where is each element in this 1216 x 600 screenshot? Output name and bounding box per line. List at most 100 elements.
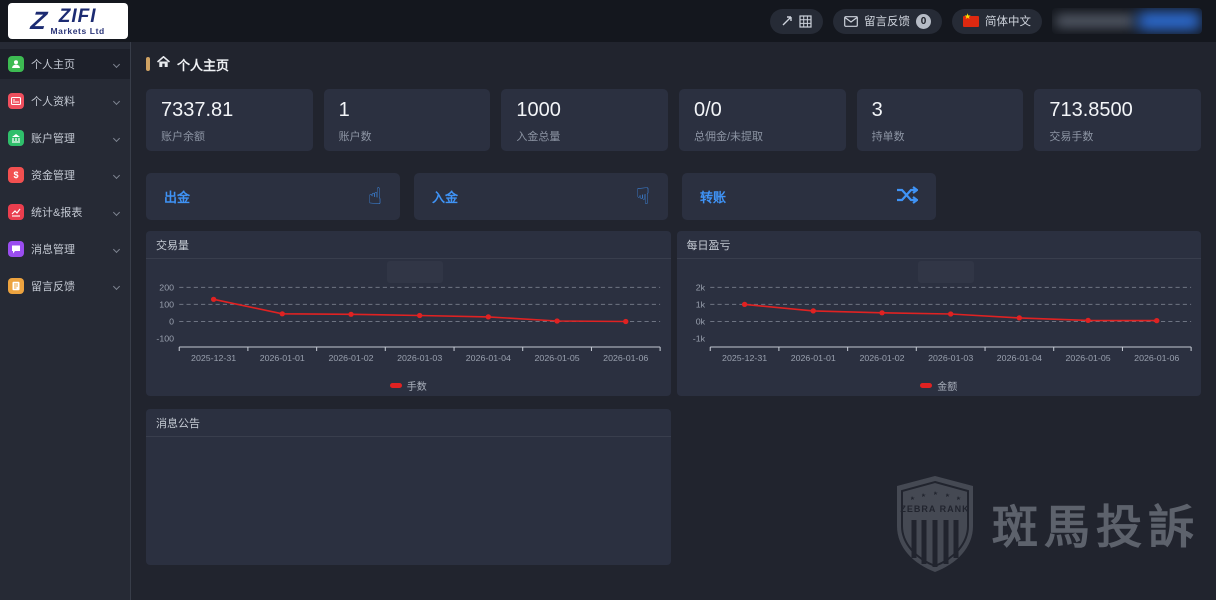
pnl-chart-legend[interactable]: 金额 bbox=[677, 375, 1202, 395]
actions-row: 出金 ☝ 入金 ☟ 转账 bbox=[146, 173, 936, 220]
zebra-rank-shield-icon: ZEBRA RANK bbox=[897, 476, 973, 572]
announcements-panel: 消息公告 bbox=[146, 409, 671, 565]
chevron-down-icon bbox=[112, 171, 121, 179]
svg-text:2k: 2k bbox=[695, 283, 705, 293]
stat-label: 交易手数 bbox=[1049, 131, 1094, 143]
stat-card-positions: 3 持单数 bbox=[856, 89, 1024, 151]
grid-icon[interactable] bbox=[799, 14, 812, 28]
volume-chart-legend[interactable]: 手数 bbox=[146, 375, 671, 395]
svg-text:2026-01-03: 2026-01-03 bbox=[397, 353, 442, 363]
home-icon bbox=[156, 55, 171, 73]
stat-value: 3 bbox=[871, 99, 883, 121]
pnl-chart[interactable]: 2k 1k 0k -1k 2025-12-31 2026-01-01 2026-01-02 2… bbox=[677, 259, 1202, 375]
sidebar-item-profile[interactable]: 个人资料 bbox=[0, 86, 130, 116]
pnl-chart-title: 每日盈亏 bbox=[676, 231, 1201, 259]
user-account[interactable] bbox=[1052, 8, 1202, 34]
stat-value: 1 bbox=[338, 99, 350, 121]
sidebar-item-label: 个人资料 bbox=[31, 96, 75, 108]
brand-logo[interactable]: Z ZIFI Markets Ltd bbox=[8, 3, 128, 39]
language-label: 简体中文 bbox=[985, 16, 1031, 28]
id-card-icon bbox=[8, 93, 24, 109]
watermark: ZEBRA RANK 斑馬投訴 bbox=[892, 474, 1200, 574]
envelope-icon bbox=[844, 15, 858, 27]
svg-text:2026-01-01: 2026-01-01 bbox=[260, 353, 305, 363]
withdraw-button[interactable]: 出金 ☝ bbox=[146, 173, 400, 220]
stat-label: 入金总量 bbox=[516, 131, 561, 143]
hand-up-icon: ☝ bbox=[367, 183, 382, 209]
sidebar-item-home[interactable]: 个人主页 bbox=[0, 49, 130, 79]
svg-text:2026-01-04: 2026-01-04 bbox=[996, 353, 1041, 363]
svg-text:2026-01-01: 2026-01-01 bbox=[790, 353, 835, 363]
quick-tools[interactable] bbox=[770, 8, 823, 34]
fullscreen-icon[interactable] bbox=[781, 15, 793, 27]
hand-down-icon: ☟ bbox=[635, 183, 650, 209]
sidebar-item-label: 资金管理 bbox=[31, 170, 75, 182]
note-icon bbox=[8, 278, 24, 294]
chevron-down-icon bbox=[112, 208, 121, 216]
sidebar-item-messages[interactable]: 消息管理 bbox=[0, 234, 130, 264]
chevron-down-icon bbox=[112, 282, 121, 290]
tooltip-ghost bbox=[918, 261, 974, 283]
svg-text:200: 200 bbox=[159, 283, 174, 293]
svg-text:2026-01-02: 2026-01-02 bbox=[328, 353, 373, 363]
svg-text:2026-01-04: 2026-01-04 bbox=[466, 353, 511, 363]
dollar-icon: $ bbox=[8, 167, 24, 183]
user-icon bbox=[8, 56, 24, 72]
deposit-label: 入金 bbox=[432, 190, 459, 205]
feedback-shortcut[interactable]: 留言反馈 0 bbox=[833, 8, 942, 34]
accent-bar bbox=[146, 57, 150, 71]
sidebar-item-feedback[interactable]: 留言反馈 bbox=[0, 271, 130, 301]
stat-value: 1000 bbox=[516, 99, 561, 121]
sidebar-item-label: 统计&报表 bbox=[31, 207, 83, 219]
brand-name: ZIFI bbox=[58, 5, 97, 27]
announcements-title: 消息公告 bbox=[146, 409, 671, 437]
shuffle-icon bbox=[896, 185, 919, 208]
stat-card-lots: 713.8500 交易手数 bbox=[1034, 89, 1201, 151]
topbar: Z ZIFI Markets Ltd 留言反馈 0 ★ 简体中文 bbox=[0, 0, 1216, 42]
svg-text:2026-01-02: 2026-01-02 bbox=[859, 353, 904, 363]
svg-text:2026-01-06: 2026-01-06 bbox=[603, 353, 648, 363]
brand-subtitle: Markets Ltd bbox=[50, 25, 105, 36]
stat-value: 0/0 bbox=[694, 99, 722, 121]
sidebar-item-label: 消息管理 bbox=[31, 244, 75, 256]
user-avatar-redacted bbox=[1138, 12, 1200, 30]
legend-marker-icon bbox=[920, 382, 933, 388]
pnl-chart-panel: 每日盈亏 2k 1k 0k -1k 2025-12-31 2026-01-01 2026-0… bbox=[676, 231, 1202, 396]
svg-text:2026-01-05: 2026-01-05 bbox=[535, 353, 580, 363]
legend-label: 金额 bbox=[937, 381, 958, 393]
deposit-button[interactable]: 入金 ☟ bbox=[414, 173, 668, 220]
stat-card-balance: 7337.81 账户余额 bbox=[146, 89, 313, 151]
svg-text:2025-12-31: 2025-12-31 bbox=[191, 353, 236, 363]
sidebar-item-label: 账户管理 bbox=[31, 133, 75, 145]
transfer-button[interactable]: 转账 bbox=[682, 173, 936, 220]
sidebar-item-funds[interactable]: $ 资金管理 bbox=[0, 160, 130, 190]
volume-chart[interactable]: 200 100 0 -100 2025-12-31 2026-01-01 2026-01-0… bbox=[146, 259, 671, 375]
sidebar-item-label: 留言反馈 bbox=[31, 281, 75, 293]
language-switch[interactable]: ★ 简体中文 bbox=[952, 8, 1042, 34]
chevron-down-icon bbox=[112, 60, 121, 68]
svg-text:2026-01-06: 2026-01-06 bbox=[1134, 353, 1179, 363]
svg-text:0k: 0k bbox=[695, 317, 705, 327]
page-title: 个人主页 bbox=[177, 57, 230, 73]
charts-row: 交易量 200 100 0 -100 2025-12-31 2026-01-01 2026-… bbox=[146, 231, 1201, 396]
sidebar-item-accounts[interactable]: 账户管理 bbox=[0, 123, 130, 153]
chevron-down-icon bbox=[112, 245, 121, 253]
bank-icon bbox=[8, 130, 24, 146]
volume-chart-title: 交易量 bbox=[146, 231, 671, 259]
stat-label: 持单数 bbox=[871, 131, 905, 143]
chevron-down-icon bbox=[112, 97, 121, 105]
legend-label: 手数 bbox=[406, 381, 427, 393]
china-flag-icon: ★ bbox=[963, 12, 979, 27]
stat-card-accounts: 1 账户数 bbox=[323, 89, 491, 151]
svg-text:0: 0 bbox=[169, 317, 174, 327]
user-name-redacted bbox=[1056, 15, 1134, 27]
sidebar-item-label: 个人主页 bbox=[31, 59, 75, 71]
legend-marker-icon bbox=[389, 382, 402, 388]
chat-icon bbox=[8, 241, 24, 257]
sidebar-item-reports[interactable]: 统计&报表 bbox=[0, 197, 130, 227]
svg-text:ZEBRA RANK: ZEBRA RANK bbox=[900, 504, 969, 514]
feedback-label: 留言反馈 bbox=[864, 16, 910, 28]
stat-card-deposits: 1000 入金总量 bbox=[501, 89, 668, 151]
tooltip-ghost bbox=[387, 261, 443, 283]
stat-label: 账户数 bbox=[338, 131, 372, 143]
